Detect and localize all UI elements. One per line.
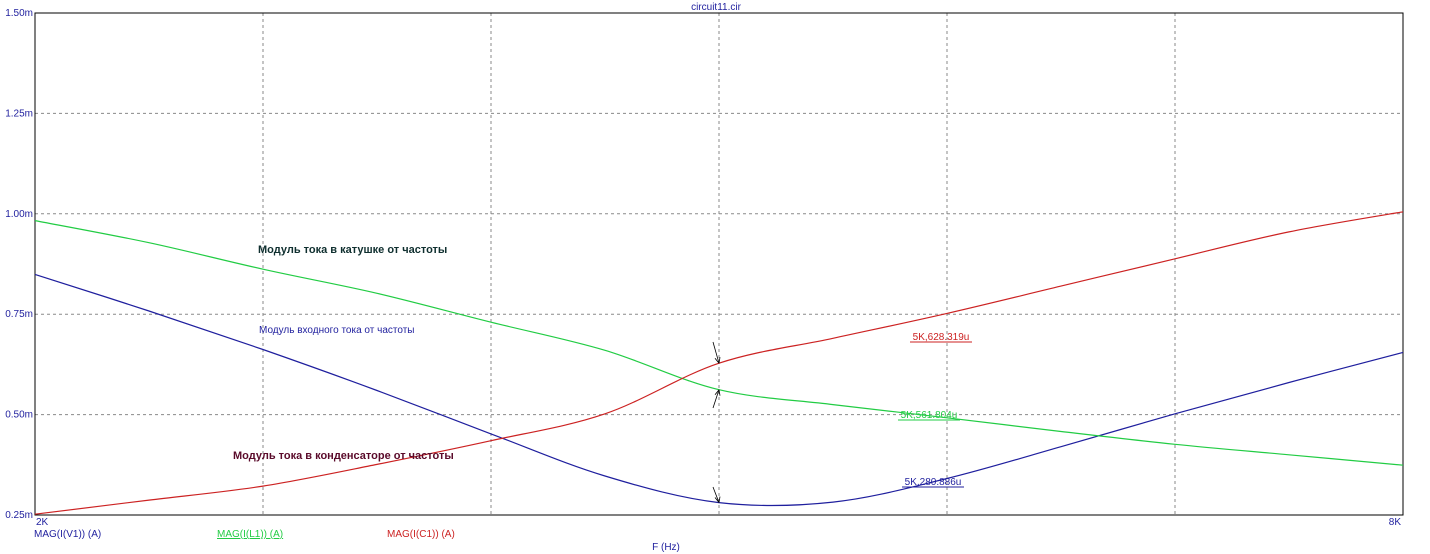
series-line-0 [34, 273, 1404, 507]
x-tick-label: 2K [36, 517, 49, 528]
y-tick-label: 0.50m [5, 410, 33, 421]
grid [35, 13, 1403, 515]
marker-arrowhead [714, 496, 721, 503]
annotations: Модуль тока в катушке от частоты Модуль в… [233, 244, 454, 462]
marker-arrowhead [714, 389, 721, 396]
y-tick-label: 1.50m [5, 8, 33, 19]
marker-arrowhead [714, 357, 721, 364]
annotation-text: Модуль входного тока от частоты [259, 325, 414, 336]
annotation-text: Модуль тока в катушке от частоты [258, 244, 447, 256]
y-tick-label: 1.00m [5, 209, 33, 220]
plot-frame [34, 12, 1404, 516]
legend: MAG(I(V1)) (A) MAG(I(L1)) (A) MAG(I(C1)) (… [34, 529, 455, 540]
marker-leader-line [712, 389, 720, 409]
y-tick-label: 1.25m [5, 108, 33, 119]
x-axis-ticks: 2K 8K [36, 517, 1401, 528]
legend-entry: MAG(I(V1)) (A) [34, 529, 101, 540]
y-axis-ticks: 0.25m 0.50m 0.75m 1.00m 1.25m 1.50m [5, 8, 33, 521]
cursor-markers: 5K,628.319u 5K,561.804u 5K,280.886u [712, 332, 972, 503]
y-tick-label: 0.25m [5, 510, 33, 521]
legend-entry: MAG(I(L1)) (A) [217, 529, 283, 540]
marker-label: 5K,561.804u [901, 410, 958, 421]
x-tick-label: 8K [1389, 517, 1402, 528]
marker-leader-line [712, 486, 720, 503]
y-tick-label: 0.75m [5, 309, 33, 320]
x-axis-label: F (Hz) [652, 542, 680, 553]
legend-entry: MAG(I(C1)) (A) [387, 529, 455, 540]
chart-title: circuit11.cir [691, 2, 741, 13]
marker-label: 5K,280.886u [905, 477, 962, 488]
marker-leader-line [712, 341, 720, 364]
annotation-text: Модуль тока в конденсаторе от частоты [233, 450, 454, 462]
marker-label: 5K,628.319u [913, 332, 970, 343]
